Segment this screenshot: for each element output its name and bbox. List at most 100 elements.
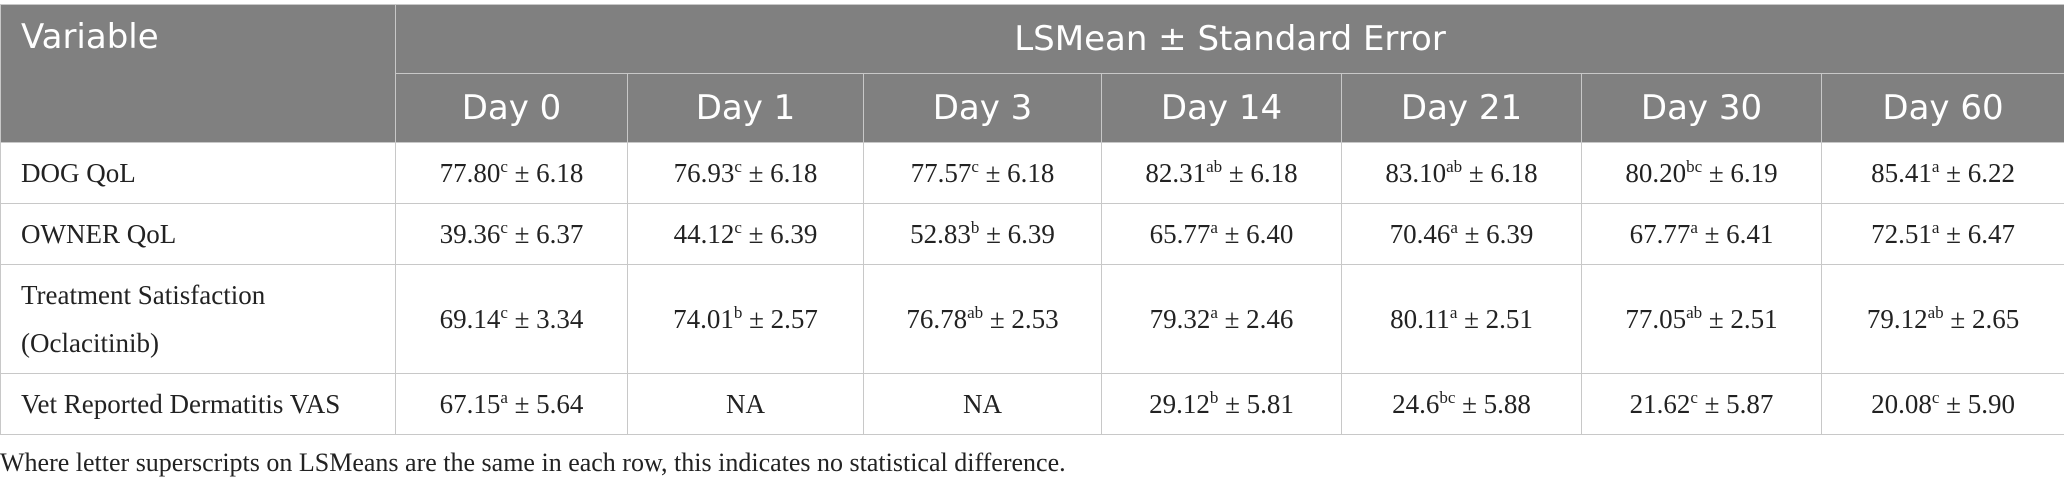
significance-letter: bc: [1439, 387, 1456, 407]
significance-letter: c: [734, 156, 742, 176]
significance-letter: ab: [1927, 302, 1944, 322]
standard-error: ± 6.18: [741, 157, 818, 188]
value-cell: 80.11a ± 2.51: [1341, 264, 1582, 374]
significance-letter: a: [1931, 217, 1940, 237]
significance-letter: c: [1690, 387, 1698, 407]
standard-error: ± 6.18: [507, 157, 584, 188]
day-header: Day 0: [395, 73, 628, 143]
value-cell: 69.14c ± 3.34: [395, 264, 628, 374]
value-cell: 24.6bc ± 5.88: [1341, 373, 1582, 435]
lsmean: 85.41: [1871, 157, 1932, 188]
value-cell: 77.05ab ± 2.51: [1581, 264, 1822, 374]
day-header: Day 3: [863, 73, 1102, 143]
standard-error: ± 2.51: [1702, 303, 1778, 334]
value-cell: 44.12c ± 6.39: [627, 203, 864, 265]
value-cell: 76.78ab ± 2.53: [863, 264, 1102, 374]
value-cell: 82.31ab ± 6.18: [1101, 142, 1342, 204]
lsmean: 77.57: [910, 157, 972, 188]
significance-letter: a: [1690, 217, 1698, 237]
value-cell: 67.77a ± 6.41: [1581, 203, 1822, 265]
lsmean: 80.20: [1625, 157, 1687, 188]
value-cell: NA: [863, 373, 1102, 435]
standard-error: ± 5.64: [507, 388, 584, 419]
significance-letter: b: [970, 217, 980, 237]
standard-error: ± 6.41: [1697, 218, 1774, 249]
value-cell: 80.20bc ± 6.19: [1581, 142, 1822, 204]
lsmean: 74.01: [673, 303, 734, 334]
value-cell: 67.15a ± 5.64: [395, 373, 628, 435]
lsmean: 77.80: [439, 157, 501, 188]
value-cell: 79.12ab ± 2.65: [1820, 264, 2064, 374]
standard-error: ± 6.18: [1222, 157, 1298, 188]
value-cell: 70.46a ± 6.39: [1341, 203, 1582, 265]
standard-error: ± 2.46: [1217, 303, 1294, 334]
lsmean: 70.46: [1389, 218, 1451, 249]
lsmean: 79.32: [1149, 303, 1211, 334]
significance-letter: a: [1210, 217, 1218, 237]
lsmean: 76.93: [673, 157, 735, 188]
significance-letter: c: [500, 302, 508, 322]
row-label: DOG QoL: [0, 142, 396, 204]
results-table: Variable LSMean ± Standard Error Day 0 D…: [0, 4, 2064, 435]
lsmean: 67.77: [1629, 218, 1691, 249]
significance-letter: c: [500, 217, 508, 237]
significance-letter: c: [1931, 387, 1940, 407]
day-header: Day 60: [1820, 73, 2064, 143]
value-cell: 76.93c ± 6.18: [627, 142, 864, 204]
value-cell: 20.08c ± 5.90: [1820, 373, 2064, 435]
significance-letter: bc: [1686, 156, 1703, 176]
significance-letter: ab: [967, 302, 984, 322]
group-header: LSMean ± Standard Error: [394, 4, 2064, 74]
lsmean: 77.05: [1625, 303, 1687, 334]
significance-letter: ab: [1206, 156, 1223, 176]
value-cell: 72.51a ± 6.47: [1820, 203, 2064, 265]
row-label-line: Treatment Satisfaction: [21, 280, 266, 310]
row-label: OWNER QoL: [0, 203, 396, 265]
table-row: DOG QoL 77.80 c ± 6.18 76.93c ± 6.18 77.5…: [0, 142, 2064, 204]
standard-error: ± 6.39: [979, 218, 1055, 249]
significance-letter: b: [1209, 387, 1219, 407]
day-header: Day 14: [1101, 73, 1342, 143]
day-header-row: Day 0 Day 1 Day 3 Day 14 Day 21 Day 30 D…: [1, 73, 2064, 143]
significance-letter: a: [1931, 156, 1940, 176]
lsmean: 20.08: [1871, 388, 1932, 419]
table-row: Treatment Satisfaction (Oclacitinib) 69.1…: [0, 264, 2064, 374]
value-cell: 83.10ab ± 6.18: [1341, 142, 1582, 204]
standard-error: ± 6.18: [1462, 157, 1538, 188]
significance-letter: c: [734, 217, 742, 237]
standard-error: ± 5.81: [1218, 388, 1294, 419]
significance-letter: a: [500, 387, 508, 407]
lsmean: 82.31: [1145, 157, 1207, 188]
significance-letter: a: [1210, 302, 1218, 322]
standard-error: ± 6.47: [1939, 218, 2015, 249]
row-label-line: Vet Reported Dermatitis VAS: [21, 389, 341, 419]
lsmean: 52.83: [910, 218, 971, 249]
significance-letter: a: [1450, 217, 1458, 237]
standard-error: ± 5.87: [1697, 388, 1774, 419]
lsmean: 44.12: [673, 218, 735, 249]
lsmean: 69.14: [439, 303, 501, 334]
lsmean: NA: [726, 388, 765, 419]
standard-error: ± 5.88: [1455, 388, 1531, 419]
standard-error: ± 6.37: [507, 218, 584, 249]
lsmean: NA: [963, 388, 1002, 419]
lsmean: 67.15: [439, 388, 501, 419]
significance-letter: ab: [1686, 302, 1703, 322]
lsmean: 29.12: [1149, 388, 1210, 419]
value-cell: 85.41a ± 6.22: [1820, 142, 2064, 204]
standard-error: ± 2.65: [1943, 303, 2020, 334]
lsmean: 83.10: [1385, 157, 1447, 188]
lsmean: 21.62: [1629, 388, 1691, 419]
value-cell: 39.36c ± 6.37: [395, 203, 628, 265]
value-cell: 29.12b ± 5.81: [1101, 373, 1342, 435]
standard-error: ± 6.39: [1457, 218, 1534, 249]
standard-error: ± 5.90: [1939, 388, 2015, 419]
standard-error: ± 6.39: [741, 218, 818, 249]
significance-letter: b: [733, 302, 743, 322]
value-cell: 77.57c ± 6.18: [863, 142, 1102, 204]
row-label-line: OWNER QoL: [21, 219, 177, 249]
value-cell: 65.77a ± 6.40: [1101, 203, 1342, 265]
lsmean: 39.36: [439, 218, 501, 249]
lsmean: 65.77: [1149, 218, 1211, 249]
value-cell: 79.32a ± 2.46: [1101, 264, 1342, 374]
